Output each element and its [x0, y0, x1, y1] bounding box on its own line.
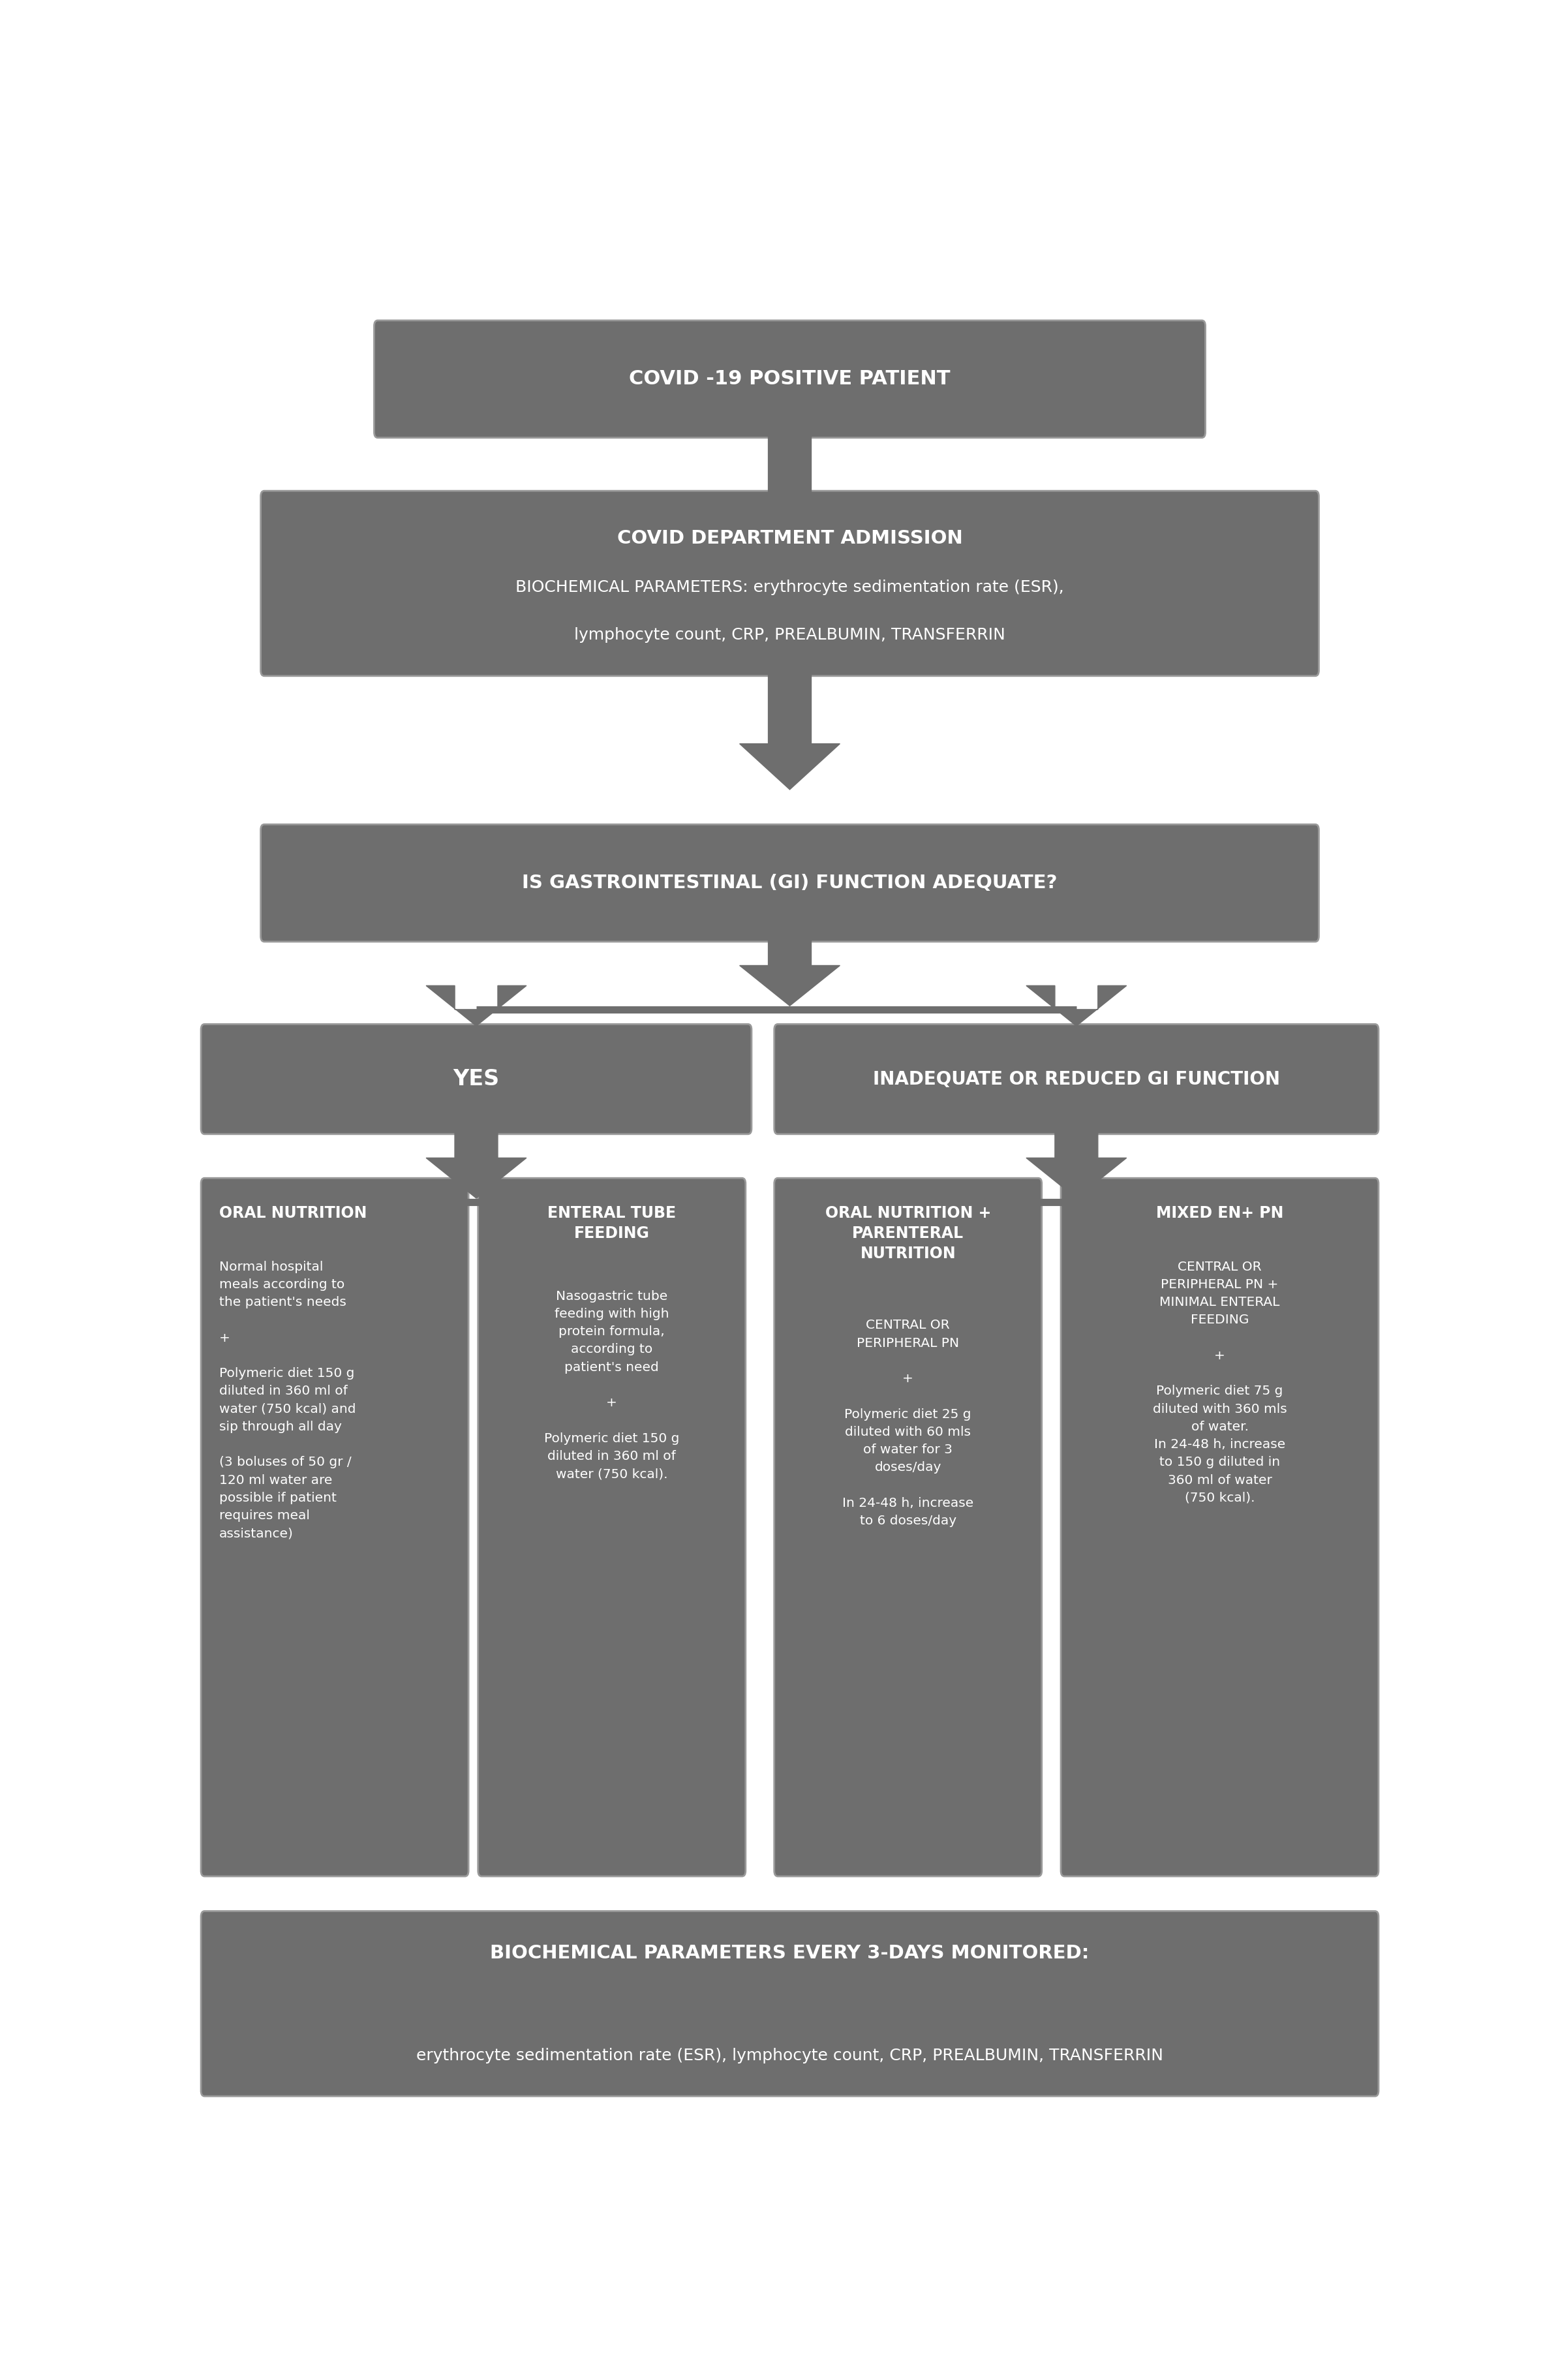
FancyArrow shape [561, 1180, 663, 1221]
Text: COVID -19 POSITIVE PATIENT: COVID -19 POSITIVE PATIENT [629, 369, 951, 388]
Text: ENTERAL TUBE
FEEDING: ENTERAL TUBE FEEDING [547, 1207, 676, 1242]
FancyBboxPatch shape [1060, 1178, 1379, 1875]
FancyArrow shape [1026, 1128, 1126, 1197]
Text: ORAL NUTRITION: ORAL NUTRITION [219, 1207, 367, 1221]
FancyArrow shape [1170, 1180, 1270, 1221]
FancyBboxPatch shape [774, 1023, 1379, 1135]
FancyBboxPatch shape [478, 1178, 746, 1875]
Text: BIOCHEMICAL PARAMETERS EVERY 3-DAYS MONITORED:: BIOCHEMICAL PARAMETERS EVERY 3-DAYS MONI… [490, 1944, 1089, 1963]
FancyArrow shape [740, 935, 840, 1007]
Text: INADEQUATE OR REDUCED GI FUNCTION: INADEQUATE OR REDUCED GI FUNCTION [872, 1071, 1281, 1088]
Text: ORAL NUTRITION +
PARENTERAL
NUTRITION: ORAL NUTRITION + PARENTERAL NUTRITION [824, 1207, 991, 1261]
Text: Nasogastric tube
feeding with high
protein formula,
according to
patient's need
: Nasogastric tube feeding with high prote… [544, 1290, 680, 1480]
FancyBboxPatch shape [200, 1178, 468, 1875]
FancyArrow shape [427, 1128, 527, 1197]
FancyBboxPatch shape [774, 1178, 1042, 1875]
Text: YES: YES [453, 1069, 499, 1090]
FancyBboxPatch shape [200, 1911, 1379, 2097]
Text: Normal hospital
meals according to
the patient's needs

+

Polymeric diet 150 g
: Normal hospital meals according to the p… [219, 1261, 356, 1540]
Text: lymphocyte count, CRP, PREALBUMIN, TRANSFERRIN: lymphocyte count, CRP, PREALBUMIN, TRANS… [575, 628, 1005, 643]
FancyBboxPatch shape [374, 321, 1205, 438]
FancyArrow shape [1026, 985, 1126, 1026]
Text: COVID DEPARTMENT ADMISSION: COVID DEPARTMENT ADMISSION [616, 528, 963, 547]
Text: erythrocyte sedimentation rate (ESR), lymphocyte count, CRP, PREALBUMIN, TRANSFE: erythrocyte sedimentation rate (ESR), ly… [416, 2047, 1163, 2063]
Text: CENTRAL OR
PERIPHERAL PN +
MINIMAL ENTERAL
FEEDING

+

Polymeric diet 75 g
dilut: CENTRAL OR PERIPHERAL PN + MINIMAL ENTER… [1153, 1261, 1287, 1504]
FancyBboxPatch shape [260, 490, 1319, 676]
FancyBboxPatch shape [200, 1023, 752, 1135]
Text: IS GASTROINTESTINAL (GI) FUNCTION ADEQUATE?: IS GASTROINTESTINAL (GI) FUNCTION ADEQUA… [522, 873, 1057, 892]
FancyArrow shape [740, 433, 840, 552]
Text: CENTRAL OR
PERIPHERAL PN

+

Polymeric diet 25 g
diluted with 60 mls
of water fo: CENTRAL OR PERIPHERAL PN + Polymeric die… [843, 1319, 974, 1528]
FancyArrow shape [427, 985, 527, 1026]
Text: BIOCHEMICAL PARAMETERS: erythrocyte sedimentation rate (ESR),: BIOCHEMICAL PARAMETERS: erythrocyte sedi… [516, 578, 1063, 595]
FancyArrow shape [285, 1180, 385, 1221]
FancyArrow shape [740, 671, 840, 790]
FancyArrow shape [858, 1180, 959, 1221]
FancyBboxPatch shape [260, 823, 1319, 942]
Text: MIXED EN+ PN: MIXED EN+ PN [1156, 1207, 1284, 1221]
